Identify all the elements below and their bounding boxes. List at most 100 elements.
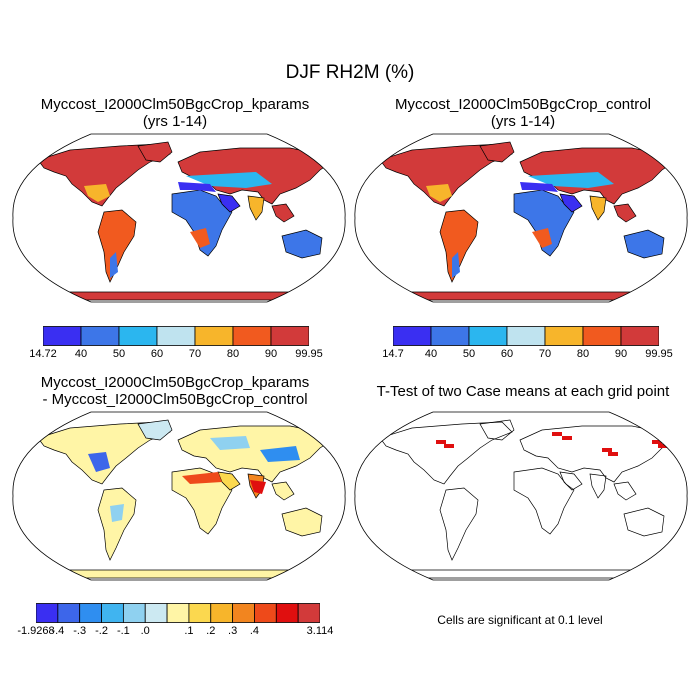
map-control [354,133,688,303]
continent-greenland [479,141,515,163]
continent-arabia [217,193,241,213]
figure-title: DJF RH2M (%) [285,62,415,83]
colorbar-control-swatch [620,326,659,346]
panel-title-ttest-line1: T-Test of two Case means at each grid po… [376,383,670,400]
colorbar-difference-swatch [275,603,299,623]
colorbar-difference-swatch [101,603,124,623]
colorbar-difference-swatch [232,603,255,623]
colorbar-difference-swatch [188,603,212,623]
colorbar-difference-swatch [57,603,81,623]
continent-northAmerica [379,421,513,485]
continent-greenland [479,419,515,441]
continent-seAsia [613,203,637,223]
colorbar-difference-swatch [210,603,234,623]
field-region [210,436,250,450]
panel-title-difference-line2: - Myccost_I2000Clm50BgcCrop_control [42,391,308,408]
significant-cell [436,440,446,444]
colorbar-difference-swatch [297,603,320,623]
field-region [182,472,222,484]
colorbar-control-swatch [582,326,622,346]
colorbar-kparams-swatch [156,326,196,346]
colorbar-difference-swatch [166,603,190,623]
continent-southAmerica [97,487,137,561]
field-region [84,184,110,202]
continent-india [589,195,607,221]
panel-title-kparams: Myccost_I2000Clm50BgcCrop_kparams (yrs 1… [10,96,340,130]
significant-cell [608,452,618,456]
continent-seAsia [613,481,637,501]
continent-southAmerica [439,487,479,561]
continent-seAsia [271,203,295,223]
continent-antarctica [39,291,321,301]
map-outline [12,133,346,303]
continent-greenland [137,141,173,163]
colorbar-kparams [43,326,309,346]
continent-india [247,195,265,221]
colorbar-kparams-swatch [270,326,309,346]
colorbar-control-label: 80 [576,348,590,360]
map-outline [354,133,688,303]
colorbar-control-label: 90 [614,348,628,360]
colorbar-kparams-label: 90 [264,348,278,360]
continent-antarctica [381,569,663,579]
colorbar-difference-label: .1 [184,625,194,637]
colorbar-difference-swatch [144,603,168,623]
panel-title-control-line2: (yrs 1-14) [490,113,556,130]
colorbar-difference-swatch [254,603,277,623]
colorbar-control-swatch [393,326,432,346]
continent-arabia [559,193,583,213]
continent-australia [623,229,665,259]
colorbar-kparams-swatch [232,326,272,346]
colorbar-difference-swatch [36,603,59,623]
map-outline [12,411,346,581]
field-region [260,446,300,462]
panel-title-control-line1: Myccost_I2000Clm50BgcCrop_control [395,96,651,113]
colorbar-difference-label: -.4 [51,625,65,637]
colorbar-difference-label: -.2 [95,625,108,637]
continent-australia [623,507,665,537]
colorbar-control-swatch [430,326,470,346]
map-ttest [354,411,688,581]
colorbar-kparams-swatch [80,326,120,346]
colorbar-difference-label: -.3 [73,625,87,637]
field-region [250,480,266,494]
field-region [190,228,210,248]
map-difference [12,411,346,581]
field-region [452,252,460,278]
colorbar-control-label: 14.7 [382,348,404,360]
significant-cell [444,444,454,448]
continent-australia [281,229,323,259]
colorbar-difference-label: 3.114 [306,625,334,637]
colorbar-kparams-label: 14.72 [29,348,57,360]
colorbar-kparams-swatch [194,326,234,346]
colorbar-control-label: 40 [424,348,438,360]
colorbar-kparams-label: 80 [226,348,240,360]
significant-cell [552,432,562,436]
continent-africa [513,189,575,257]
colorbar-difference-label: .3 [228,625,238,637]
colorbar-kparams-label: 70 [188,348,202,360]
field-region [110,504,124,522]
colorbar-difference-swatch [79,603,102,623]
colorbar-difference-label: .4 [249,625,260,637]
colorbar-control-label: 99.95 [645,348,673,360]
continent-africa [513,467,575,535]
significant-cell [602,448,612,452]
colorbar-control-label: 50 [462,348,476,360]
continent-seAsia [271,481,295,501]
colorbar-kparams-label: 40 [74,348,88,360]
map-kparams [12,133,346,303]
continent-antarctica [381,291,663,301]
continent-australia [281,507,323,537]
field-region [532,228,552,248]
colorbar-difference-label: .2 [206,625,216,637]
colorbar-control-swatch [506,326,546,346]
map-outline [354,411,688,581]
colorbar-kparams-label: 99.95 [295,348,323,360]
panel-title-difference-line1: Myccost_I2000Clm50BgcCrop_kparams [40,374,310,391]
field-region [426,184,452,202]
continent-greenland [137,419,173,441]
colorbar-control-label: 70 [538,348,552,360]
panel-title-ttest: T-Test of two Case means at each grid po… [358,383,688,400]
field-region [110,252,118,278]
